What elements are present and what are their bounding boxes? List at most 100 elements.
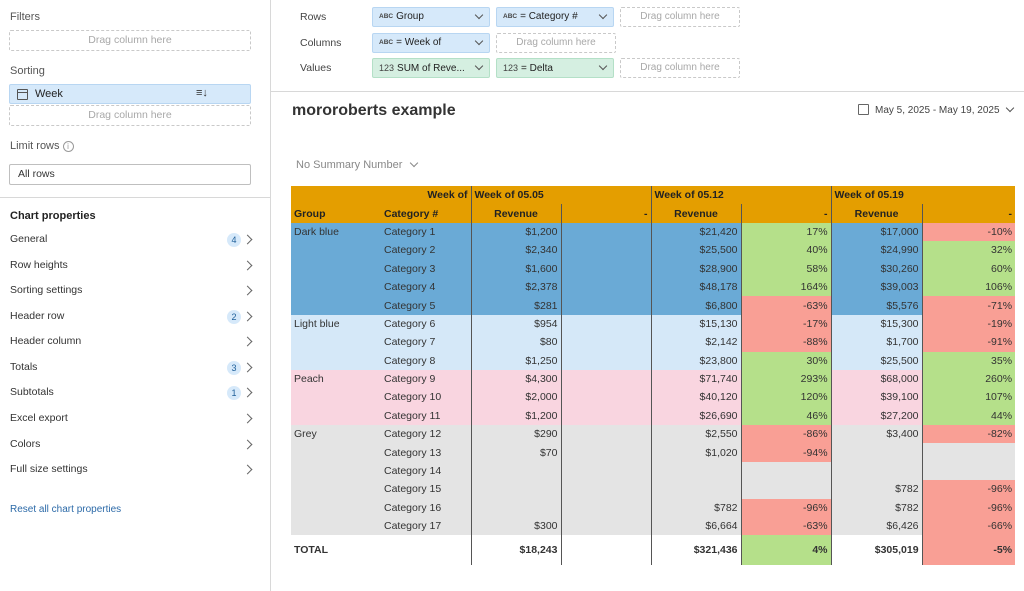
limit-rows-select[interactable]: All rows bbox=[9, 164, 251, 185]
rows-dropzone[interactable]: Drag column here bbox=[620, 7, 740, 27]
delta-cell bbox=[560, 369, 652, 389]
value-field-delta[interactable]: 123 = Delta bbox=[496, 58, 614, 78]
pivot-table: Week of Week of 05.05 Week of 05.12 Week… bbox=[291, 186, 1016, 566]
delta-cell bbox=[560, 498, 652, 518]
delta-cell: -82% bbox=[921, 425, 1016, 444]
table-row: Category 10 $2,000 $40,120 120% $39,100 107% bbox=[291, 388, 1016, 407]
summary-number-select[interactable]: No Summary Number bbox=[296, 158, 419, 171]
sorting-dropzone[interactable]: Drag column here bbox=[9, 105, 251, 126]
delta-cell bbox=[921, 443, 1016, 462]
group-cell bbox=[291, 443, 381, 461]
revenue-cell: $4,300 bbox=[470, 369, 561, 389]
chart-property-item[interactable]: Colors bbox=[0, 433, 270, 458]
revenue-column-header[interactable]: Revenue bbox=[470, 204, 561, 223]
columns-label: Columns bbox=[300, 37, 342, 49]
delta-cell: 60% bbox=[921, 259, 1016, 278]
revenue-cell: $1,700 bbox=[830, 333, 923, 352]
group-cell bbox=[291, 260, 381, 278]
chart-property-item[interactable]: Totals 3 bbox=[0, 356, 270, 381]
category-cell: Category 6 bbox=[384, 317, 436, 330]
revenue-cell bbox=[470, 498, 561, 518]
row-field-category[interactable]: ABC = Category # bbox=[496, 7, 614, 27]
category-cell: Category 13 bbox=[384, 446, 442, 459]
chart-property-label: Full size settings bbox=[10, 463, 88, 475]
delta-column-header[interactable]: - bbox=[921, 204, 1016, 223]
revenue-cell: $23,800 bbox=[650, 351, 742, 370]
total-label: TOTAL bbox=[291, 535, 381, 566]
total-row: TOTAL $18,243 $321,436 4% $305,019 -5% bbox=[291, 535, 1016, 566]
delta-cell: -63% bbox=[740, 517, 832, 536]
date-range-picker[interactable]: May 5, 2025 - May 19, 2025 bbox=[858, 103, 1014, 116]
chart-property-item[interactable]: Sorting settings bbox=[0, 279, 270, 304]
table-row: Category 4 $2,378 $48,178 164% $39,003 106% bbox=[291, 277, 1016, 297]
table-row: Category 13 $70 $1,020 -94% bbox=[291, 443, 1016, 462]
chart-property-label: Sorting settings bbox=[10, 284, 83, 296]
values-dropzone[interactable]: Drag column here bbox=[620, 58, 740, 78]
revenue-cell: $39,003 bbox=[830, 277, 923, 297]
chart-property-label: General bbox=[10, 233, 48, 245]
delta-column-header[interactable]: - bbox=[740, 204, 832, 223]
value-field-revenue[interactable]: 123 SUM of Reve... bbox=[372, 58, 490, 78]
sort-item-week[interactable]: Week ≡↓ bbox=[9, 84, 251, 104]
delta-column-header[interactable]: - bbox=[560, 204, 652, 223]
table-row: Peach Category 9 $4,300 $71,740 293% $68,000 2… bbox=[291, 369, 1016, 389]
group-column-header[interactable]: Group bbox=[291, 204, 381, 223]
delta-cell: 30% bbox=[740, 351, 832, 370]
limit-rows-label: Limit rows bbox=[10, 140, 60, 152]
sort-item-label: Week bbox=[35, 88, 63, 100]
group-cell: Light blue bbox=[294, 317, 340, 330]
revenue-cell: $40,120 bbox=[650, 388, 742, 407]
sort-direction-icon[interactable]: ≡↓ bbox=[196, 87, 208, 99]
chart-property-item[interactable]: Excel export bbox=[0, 407, 270, 432]
delta-cell: 106% bbox=[921, 277, 1016, 297]
revenue-column-header[interactable]: Revenue bbox=[650, 204, 742, 223]
week-header[interactable]: Week of 05.19 bbox=[830, 186, 1016, 205]
delta-cell: -91% bbox=[921, 333, 1016, 352]
chevron-right-icon bbox=[242, 234, 253, 245]
revenue-column-header[interactable]: Revenue bbox=[830, 204, 923, 223]
revenue-cell: $300 bbox=[470, 517, 561, 536]
chart-property-item[interactable]: Row heights bbox=[0, 254, 270, 279]
category-cell: Category 15 bbox=[384, 483, 442, 496]
delta-cell: -10% bbox=[921, 222, 1016, 242]
chart-property-item[interactable]: Header row 2 bbox=[0, 305, 270, 330]
info-icon[interactable]: i bbox=[62, 141, 74, 152]
revenue-cell: $24,990 bbox=[830, 241, 923, 260]
chart-title[interactable]: mororoberts example bbox=[292, 102, 456, 119]
chart-property-label: Excel export bbox=[10, 412, 68, 424]
group-cell: Peach bbox=[294, 373, 324, 386]
revenue-cell: $782 bbox=[830, 498, 923, 518]
delta-cell bbox=[560, 425, 652, 444]
chevron-right-icon bbox=[242, 336, 253, 347]
columns-dropzone[interactable]: Drag column here bbox=[496, 33, 616, 53]
value-field-label: SUM of Reve... bbox=[397, 63, 465, 74]
group-cell: Dark blue bbox=[294, 225, 339, 238]
delta-cell: -71% bbox=[921, 296, 1016, 315]
chart-property-label: Colors bbox=[10, 438, 41, 450]
group-cell: Grey bbox=[294, 428, 317, 441]
group-cell bbox=[291, 462, 381, 480]
delta-cell bbox=[560, 222, 652, 242]
group-cell bbox=[291, 480, 381, 498]
filters-dropzone[interactable]: Drag column here bbox=[9, 30, 251, 51]
delta-cell bbox=[560, 517, 652, 536]
reset-chart-properties-link[interactable]: Reset all chart properties bbox=[10, 504, 122, 515]
total-revenue-cell: $305,019 bbox=[830, 535, 923, 566]
revenue-cell: $48,178 bbox=[650, 277, 742, 297]
number-type-icon: 123 bbox=[503, 63, 519, 73]
chart-property-item[interactable]: General 4 bbox=[0, 228, 270, 253]
group-cell bbox=[291, 333, 381, 351]
chart-property-item[interactable]: Header column bbox=[0, 330, 270, 355]
category-column-header[interactable]: Category # bbox=[381, 204, 471, 223]
delta-cell: -88% bbox=[740, 333, 832, 352]
chart-property-item[interactable]: Subtotals 1 bbox=[0, 381, 270, 406]
week-header[interactable]: Week of 05.12 bbox=[650, 186, 832, 205]
chart-property-item[interactable]: Full size settings bbox=[0, 458, 270, 483]
group-cell bbox=[291, 296, 381, 314]
revenue-cell: $25,500 bbox=[830, 351, 923, 370]
row-field-group[interactable]: ABC Group bbox=[372, 7, 490, 27]
column-field-week-of[interactable]: ABC = Week of bbox=[372, 33, 490, 53]
category-cell: Category 1 bbox=[384, 225, 436, 238]
week-header[interactable]: Week of 05.05 bbox=[470, 186, 652, 205]
revenue-cell bbox=[830, 461, 923, 481]
